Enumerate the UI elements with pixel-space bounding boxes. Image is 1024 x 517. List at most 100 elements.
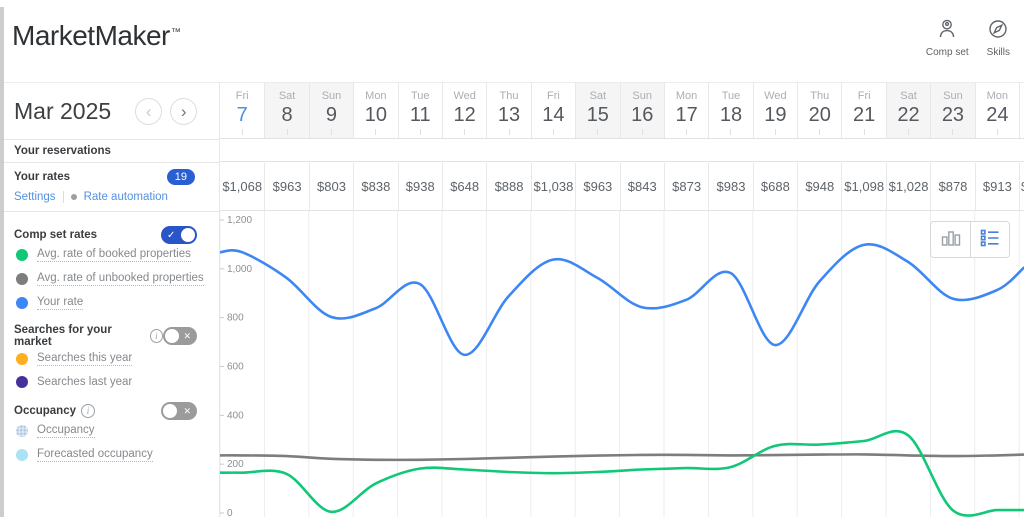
day-cell[interactable]: Wed 12 (441, 83, 487, 138)
day-cell[interactable]: Sat 22 (885, 83, 931, 138)
your-rate-line (218, 243, 1024, 357)
day-cell[interactable]: Sun 16 (619, 83, 664, 138)
gray-dot-icon (16, 273, 28, 285)
day-cell[interactable]: Tue 18 (708, 83, 753, 138)
legend-forecasted-occupancy[interactable]: Forecasted occupancy (16, 448, 209, 462)
day-of-week-label: Fri (547, 90, 560, 102)
your-reservations-row[interactable]: Your reservations (4, 140, 219, 163)
avg-rate-of-unbooked-properties-line (218, 453, 1024, 462)
comp-set-rates-toggle[interactable]: ✓ (161, 226, 197, 244)
logo-text: MarketMaker (12, 20, 170, 51)
price-cell[interactable]: $983 (708, 163, 753, 210)
price-cell[interactable]: $948 (797, 163, 842, 210)
searches-toggle[interactable]: ✕ (163, 327, 197, 345)
day-tick-mark (863, 129, 865, 135)
price-cell[interactable]: $1,068 (220, 163, 265, 210)
day-number: 10 (364, 104, 387, 126)
price-cell[interactable]: $913 (974, 163, 1020, 210)
day-tick-mark (464, 129, 466, 135)
price-cell[interactable]: $838 (353, 163, 398, 210)
reservations-band (220, 140, 1024, 162)
settings-link[interactable]: Settings (14, 191, 56, 203)
info-icon[interactable]: i (81, 404, 95, 418)
green-dot-icon (16, 249, 28, 261)
day-of-week-label: Wed (764, 90, 787, 102)
legend-label: Searches this year (37, 352, 133, 366)
occupancy-toggle[interactable]: ✕ (161, 402, 197, 420)
price-cell[interactable]: $1,028 (885, 163, 931, 210)
legend-avg-rate-booked[interactable]: Avg. rate of booked properties (16, 248, 209, 262)
your-rates-row: Your rates 19 Settings Rate automation (4, 163, 219, 212)
price-cell[interactable]: $843 (619, 163, 664, 210)
legend-searches-last-year[interactable]: Searches last year (16, 376, 209, 388)
price-cell[interactable]: $873 (663, 163, 709, 210)
day-cell[interactable]: Sat 15 (575, 83, 620, 138)
day-cell[interactable]: Fri 21 (841, 83, 886, 138)
price-cell[interactable]: $648 (441, 163, 487, 210)
day-tick-mark (730, 129, 732, 135)
comp-set-button[interactable]: Comp set (926, 18, 969, 58)
legend-searches-this-year[interactable]: Searches this year (16, 352, 209, 366)
day-tick-mark (419, 129, 421, 135)
day-cell[interactable]: Mon 17 (663, 83, 709, 138)
rate-automation-link[interactable]: Rate automation (83, 191, 168, 203)
day-tick-mark (508, 129, 510, 135)
day-cell-partial (1019, 83, 1024, 138)
day-cell[interactable]: Mon 10 (353, 83, 398, 138)
day-number: 16 (631, 104, 654, 126)
skills-compass-icon (987, 18, 1009, 45)
day-of-week-label: Sun (321, 90, 342, 102)
day-number: 23 (941, 104, 965, 126)
day-cell[interactable]: Sun 23 (930, 83, 975, 138)
cross-icon: ✕ (183, 405, 191, 416)
legend-your-rate[interactable]: Your rate (16, 296, 209, 310)
day-cell[interactable]: Thu 20 (797, 83, 842, 138)
day-of-week-label: Mon (675, 90, 698, 102)
day-cell[interactable]: Tue 11 (397, 83, 442, 138)
y-axis-tick-label: 0 (227, 508, 233, 517)
info-icon[interactable]: i (149, 329, 164, 343)
toggle-knob (165, 329, 180, 343)
day-cell[interactable]: Thu 13 (486, 83, 531, 138)
price-cell[interactable]: $878 (930, 163, 975, 210)
trademark-symbol: ™ (170, 26, 181, 38)
day-cell[interactable]: Sat 8 (264, 83, 309, 138)
day-cell[interactable]: Sun 9 (308, 83, 354, 138)
day-cell[interactable]: Mon 24 (974, 83, 1020, 138)
price-cell[interactable]: $1,098 (841, 163, 886, 210)
y-axis-tick-label: 200 (227, 459, 244, 470)
day-cell[interactable]: Wed 19 (752, 83, 798, 138)
day-of-week-label: Tue (410, 90, 430, 102)
price-cell[interactable]: $963 (264, 163, 309, 210)
day-number: 22 (897, 104, 920, 126)
toggle-knob (181, 228, 195, 242)
cross-icon: ✕ (183, 330, 191, 341)
top-header: MarketMaker™ Comp set Skills (4, 0, 1024, 72)
price-cell[interactable]: $888 (486, 163, 531, 210)
bar-chart-view-button[interactable] (931, 222, 970, 257)
price-cell[interactable]: $1,038 (530, 163, 576, 210)
day-of-week-label: Sat (278, 90, 296, 102)
day-tick-mark (819, 129, 821, 135)
y-axis-tick-label: 1,200 (227, 215, 252, 226)
your-reservations-label: Your reservations (14, 145, 111, 157)
legend-avg-rate-unbooked[interactable]: Avg. rate of unbooked properties (16, 272, 209, 286)
header-actions: Comp set Skills (926, 18, 1010, 58)
day-cell[interactable]: Fri 7 (220, 83, 265, 138)
price-cell[interactable]: $688 (752, 163, 798, 210)
skills-button[interactable]: Skills (987, 18, 1010, 58)
price-cell[interactable]: $803 (308, 163, 354, 210)
your-rates-label: Your rates (14, 171, 71, 183)
next-month-button[interactable]: › (170, 97, 198, 125)
day-tick-mark (552, 129, 554, 135)
lightblue-dot-icon (16, 449, 28, 461)
list-view-button[interactable] (970, 222, 1009, 257)
day-cell[interactable]: Fri 14 (530, 83, 576, 138)
prices-row: $1,068 $963 $803 $838 $938 $648 $888 $1,038 $963… (220, 163, 1024, 211)
previous-month-button[interactable]: ‹ (135, 97, 163, 125)
price-cell[interactable]: $963 (575, 163, 620, 210)
legend-occupancy[interactable]: Occupancy (16, 424, 209, 438)
price-cell[interactable]: $938 (397, 163, 442, 210)
rate-chart-svg: 0 200 400 600 800 1,000 1,200 (218, 211, 1024, 517)
